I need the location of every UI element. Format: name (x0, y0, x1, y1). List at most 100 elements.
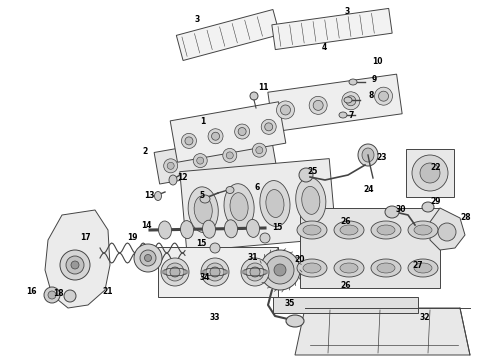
Ellipse shape (313, 100, 323, 111)
Ellipse shape (250, 92, 258, 100)
Polygon shape (295, 308, 470, 355)
Ellipse shape (71, 261, 79, 269)
Ellipse shape (250, 267, 260, 277)
Ellipse shape (256, 147, 263, 154)
Ellipse shape (280, 105, 291, 115)
Polygon shape (158, 247, 278, 297)
Text: 2: 2 (143, 148, 148, 157)
Text: 9: 9 (372, 75, 377, 84)
Ellipse shape (164, 159, 178, 173)
Polygon shape (45, 210, 110, 308)
Ellipse shape (344, 97, 352, 103)
Text: 35: 35 (285, 298, 295, 307)
Polygon shape (430, 208, 465, 250)
Ellipse shape (60, 250, 90, 280)
Text: 8: 8 (368, 90, 373, 99)
Polygon shape (272, 8, 392, 50)
Text: 6: 6 (254, 184, 259, 193)
Ellipse shape (158, 221, 172, 239)
Ellipse shape (422, 202, 434, 212)
Ellipse shape (145, 255, 151, 261)
Ellipse shape (266, 190, 284, 217)
Ellipse shape (64, 290, 76, 302)
Polygon shape (406, 149, 454, 197)
Ellipse shape (208, 129, 223, 144)
Ellipse shape (303, 225, 321, 235)
Ellipse shape (226, 152, 233, 159)
Ellipse shape (339, 112, 347, 118)
Ellipse shape (154, 192, 162, 201)
Ellipse shape (185, 137, 193, 145)
Text: 12: 12 (177, 174, 188, 183)
Polygon shape (268, 74, 402, 132)
Ellipse shape (377, 225, 395, 235)
Ellipse shape (196, 157, 204, 164)
Ellipse shape (385, 206, 399, 218)
Ellipse shape (167, 162, 174, 169)
Ellipse shape (224, 184, 254, 230)
Text: 25: 25 (307, 167, 318, 176)
Ellipse shape (340, 263, 358, 273)
Text: 34: 34 (199, 274, 210, 283)
Text: 16: 16 (26, 288, 37, 297)
Ellipse shape (334, 221, 364, 239)
Ellipse shape (260, 181, 290, 226)
Ellipse shape (66, 256, 84, 274)
Ellipse shape (297, 221, 327, 239)
Ellipse shape (166, 263, 184, 281)
Ellipse shape (297, 259, 327, 277)
Text: 19: 19 (127, 233, 138, 242)
Text: 3: 3 (345, 8, 350, 17)
Ellipse shape (238, 127, 246, 135)
Ellipse shape (408, 221, 438, 239)
Ellipse shape (299, 168, 313, 182)
Text: 15: 15 (272, 222, 282, 231)
Polygon shape (180, 159, 336, 251)
Text: 11: 11 (258, 84, 269, 93)
Ellipse shape (408, 259, 438, 277)
Text: 26: 26 (340, 280, 350, 289)
Text: 26: 26 (340, 217, 350, 226)
Ellipse shape (371, 221, 401, 239)
Ellipse shape (420, 163, 440, 183)
Ellipse shape (266, 256, 294, 284)
Text: 10: 10 (372, 58, 383, 67)
Text: 27: 27 (412, 261, 423, 270)
Ellipse shape (261, 120, 276, 134)
Ellipse shape (346, 96, 356, 106)
Ellipse shape (260, 250, 300, 290)
Text: 32: 32 (420, 314, 431, 323)
Polygon shape (154, 132, 276, 184)
Ellipse shape (358, 144, 378, 166)
Ellipse shape (374, 87, 392, 105)
Ellipse shape (378, 91, 389, 101)
Ellipse shape (161, 258, 189, 286)
Ellipse shape (169, 175, 177, 185)
Ellipse shape (212, 132, 220, 140)
Ellipse shape (414, 225, 432, 235)
Ellipse shape (438, 223, 456, 241)
Text: 30: 30 (396, 206, 407, 215)
Polygon shape (300, 208, 440, 288)
Ellipse shape (44, 287, 60, 303)
Ellipse shape (170, 267, 180, 277)
Text: 24: 24 (363, 185, 373, 194)
Ellipse shape (223, 148, 237, 162)
Ellipse shape (252, 143, 267, 157)
Ellipse shape (302, 186, 320, 214)
Ellipse shape (414, 263, 432, 273)
Ellipse shape (140, 250, 156, 266)
Text: 5: 5 (200, 190, 205, 199)
Text: 20: 20 (294, 256, 304, 265)
Polygon shape (176, 9, 280, 60)
Ellipse shape (362, 148, 374, 162)
Ellipse shape (265, 123, 273, 131)
Ellipse shape (194, 196, 212, 224)
Ellipse shape (200, 195, 210, 203)
Text: 21: 21 (102, 287, 113, 296)
Ellipse shape (412, 155, 448, 191)
Text: 13: 13 (145, 190, 155, 199)
Ellipse shape (48, 291, 56, 299)
Polygon shape (170, 102, 286, 162)
Ellipse shape (246, 219, 260, 237)
